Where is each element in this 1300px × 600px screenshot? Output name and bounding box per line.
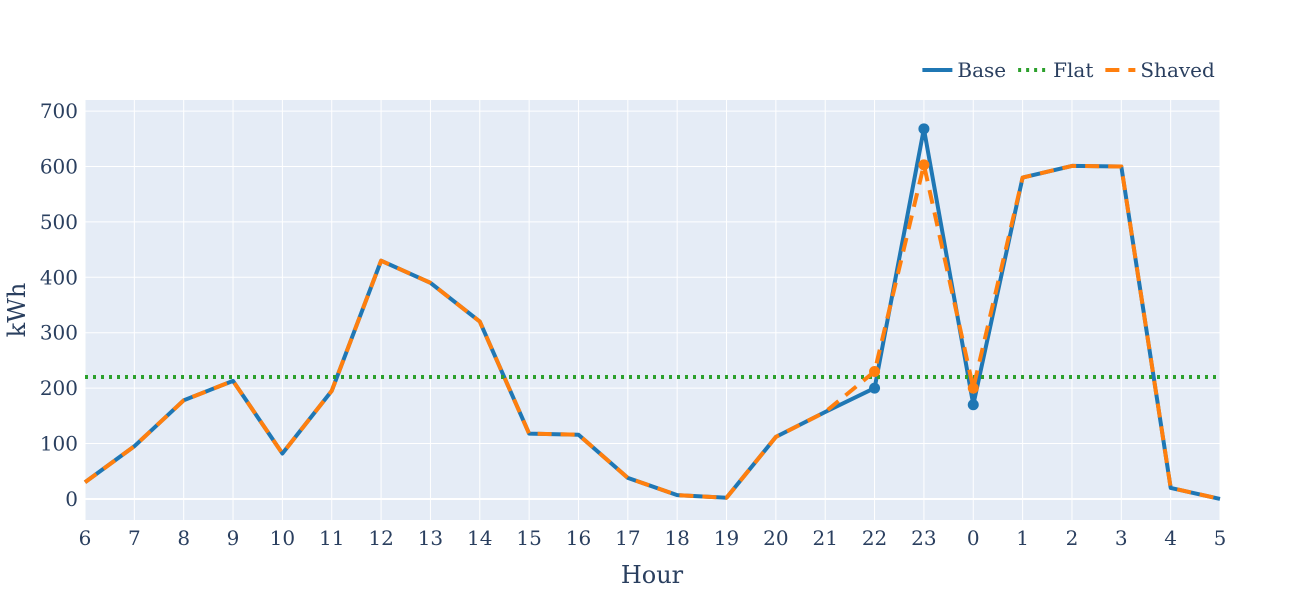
x-tick-label: 5 — [1214, 526, 1227, 550]
x-tick-label: 3 — [1115, 526, 1128, 550]
x-tick-label: 12 — [368, 526, 393, 550]
x-tick-label: 10 — [270, 526, 295, 550]
legend-label: Shaved — [1140, 58, 1215, 82]
x-tick-label: 20 — [763, 526, 788, 550]
x-tick-label: 7 — [128, 526, 141, 550]
x-tick-label: 18 — [664, 526, 689, 550]
x-tick-label: 13 — [418, 526, 443, 550]
y-tick-label: 100 — [40, 432, 78, 456]
x-tick-label: 15 — [516, 526, 541, 550]
y-tick-label: 300 — [40, 321, 78, 345]
legend-item-flat[interactable]: Flat — [1018, 58, 1093, 82]
y-tick-label: 400 — [40, 265, 78, 289]
grid — [84, 100, 1221, 520]
data-point-shaved — [869, 366, 881, 378]
data-point-shaved — [918, 159, 930, 171]
legend-label: Flat — [1053, 58, 1093, 82]
x-tick-label: 17 — [615, 526, 640, 550]
data-point-base — [869, 382, 881, 394]
x-tick-label: 14 — [467, 526, 492, 550]
x-tick-label: 6 — [79, 526, 92, 550]
y-tick-label: 200 — [40, 376, 78, 400]
x-tick-label: 22 — [862, 526, 887, 550]
legend-label: Base — [957, 58, 1006, 82]
x-tick-label: 4 — [1164, 526, 1177, 550]
x-tick-label: 8 — [177, 526, 190, 550]
data-point-base — [918, 123, 930, 135]
y-tick-label: 700 — [40, 99, 78, 123]
y-axis-ticks: 0 100 200 300 400 500 600 700 — [40, 99, 78, 511]
x-axis-title: Hour — [621, 561, 684, 589]
x-tick-label: 1 — [1016, 526, 1029, 550]
y-axis-title: kWh — [3, 283, 31, 338]
x-tick-label: 23 — [911, 526, 936, 550]
legend-item-shaved[interactable]: Shaved — [1105, 58, 1215, 82]
x-tick-label: 16 — [566, 526, 591, 550]
x-tick-label: 19 — [714, 526, 739, 550]
plot-area — [85, 100, 1220, 520]
x-tick-label: 21 — [812, 526, 837, 550]
y-tick-label: 600 — [40, 154, 78, 178]
legend[interactable]: Base Flat Shaved — [922, 58, 1215, 82]
x-tick-label: 2 — [1066, 526, 1079, 550]
data-point-shaved — [967, 382, 979, 394]
data-point-base — [967, 399, 979, 411]
legend-item-base[interactable]: Base — [922, 58, 1006, 82]
series-layer — [83, 123, 1221, 501]
y-tick-label: 0 — [65, 487, 78, 511]
y-tick-label: 500 — [40, 210, 78, 234]
x-tick-label: 0 — [967, 526, 980, 550]
x-axis-ticks: 6 7 8 9 10 11 12 13 14 15 16 17 18 19 20 21 22 23 0 1 2 3 4 5 — [79, 526, 1227, 550]
series-shaved — [83, 159, 1221, 501]
series-line-shaved — [83, 162, 1221, 501]
x-tick-label: 9 — [227, 526, 240, 550]
x-tick-label: 11 — [319, 526, 344, 550]
